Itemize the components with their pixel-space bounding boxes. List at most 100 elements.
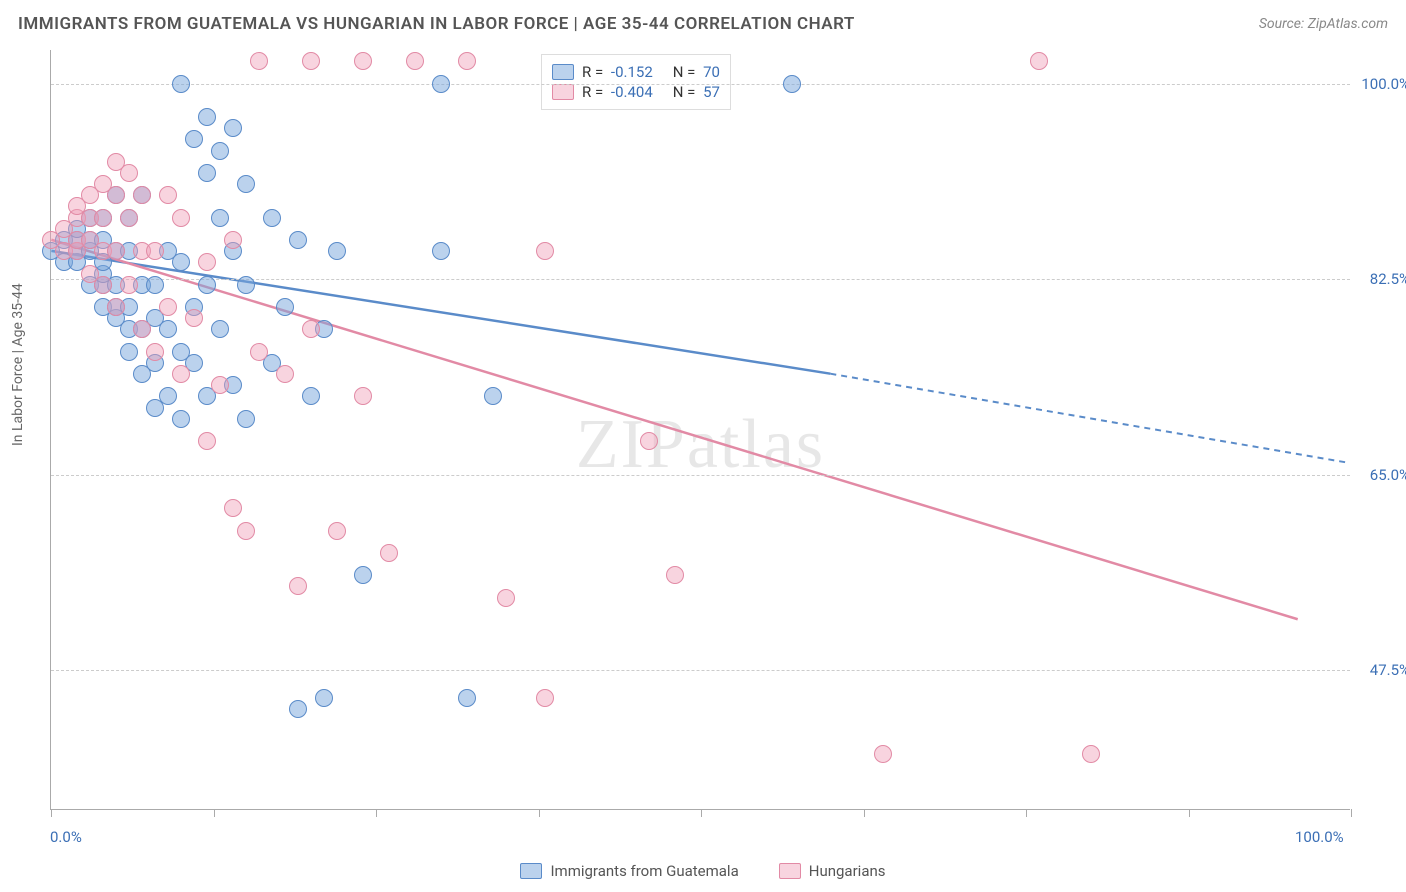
x-tick (1189, 809, 1190, 817)
data-point (120, 209, 138, 227)
x-tick-label: 0.0% (50, 828, 82, 846)
data-point (380, 544, 398, 562)
legend-swatch (552, 64, 574, 80)
data-point (185, 130, 203, 148)
x-tick (539, 809, 540, 817)
data-point (302, 320, 320, 338)
data-point (211, 142, 229, 160)
data-point (172, 253, 190, 271)
data-point (107, 186, 125, 204)
data-point (289, 700, 307, 718)
legend-label: Hungarians (809, 862, 886, 880)
r-stat: R = -0.152 (582, 63, 653, 81)
data-point (198, 276, 216, 294)
data-point (302, 387, 320, 405)
data-point (133, 320, 151, 338)
data-point (159, 387, 177, 405)
data-point (874, 745, 892, 763)
chart-container: IMMIGRANTS FROM GUATEMALA VS HUNGARIAN I… (0, 0, 1406, 892)
x-tick (376, 809, 377, 817)
y-tick-label: 82.5% (1370, 270, 1406, 288)
data-point (783, 75, 801, 93)
data-point (237, 276, 255, 294)
data-point (172, 365, 190, 383)
x-tick (214, 809, 215, 817)
x-tick-label: 100.0% (1295, 828, 1344, 846)
y-tick-label: 100.0% (1361, 75, 1406, 93)
gridline (51, 670, 1350, 671)
data-point (536, 689, 554, 707)
data-point (276, 365, 294, 383)
data-point (172, 75, 190, 93)
data-point (1030, 52, 1048, 70)
legend-label: Immigrants from Guatemala (550, 862, 738, 880)
n-stat: N = 70 (673, 63, 720, 81)
data-point (276, 298, 294, 316)
data-point (237, 522, 255, 540)
data-point (302, 52, 320, 70)
source-label: Source: ZipAtlas.com (1259, 16, 1388, 32)
data-point (198, 432, 216, 450)
data-point (263, 209, 281, 227)
data-point (146, 343, 164, 361)
data-point (211, 209, 229, 227)
data-point (94, 209, 112, 227)
data-point (536, 242, 554, 260)
data-point (159, 298, 177, 316)
data-point (328, 522, 346, 540)
data-point (640, 432, 658, 450)
legend-swatch (520, 863, 542, 879)
data-point (1082, 745, 1100, 763)
legend-item: Immigrants from Guatemala (520, 862, 738, 880)
x-tick (1026, 809, 1027, 817)
data-point (666, 566, 684, 584)
data-point (185, 309, 203, 327)
data-point (237, 410, 255, 428)
data-point (172, 410, 190, 428)
data-point (120, 343, 138, 361)
data-point (432, 75, 450, 93)
data-point (133, 186, 151, 204)
watermark: ZIPatlas (576, 405, 825, 485)
data-point (211, 376, 229, 394)
data-point (107, 298, 125, 316)
data-point (146, 276, 164, 294)
correlation-legend: R = -0.152N = 70R = -0.404N = 57 (541, 54, 731, 110)
data-point (315, 689, 333, 707)
series-legend: Immigrants from Guatemala Hungarians (0, 862, 1406, 880)
data-point (159, 320, 177, 338)
data-point (211, 320, 229, 338)
data-point (484, 387, 502, 405)
data-point (458, 52, 476, 70)
data-point (497, 589, 515, 607)
x-tick (51, 809, 52, 817)
data-point (458, 689, 476, 707)
data-point (224, 119, 242, 137)
data-point (172, 209, 190, 227)
x-tick (1351, 809, 1352, 817)
data-point (198, 164, 216, 182)
r-stat: R = -0.404 (582, 83, 653, 101)
y-tick-label: 65.0% (1370, 466, 1406, 484)
data-point (224, 499, 242, 517)
gridline (51, 84, 1350, 85)
data-point (120, 276, 138, 294)
chart-title: IMMIGRANTS FROM GUATEMALA VS HUNGARIAN I… (18, 14, 855, 34)
plot-area: ZIPatlas R = -0.152N = 70R = -0.404N = 5… (50, 50, 1350, 810)
legend-row: R = -0.152 N = 70 (552, 63, 720, 81)
data-point (354, 52, 372, 70)
data-point (250, 52, 268, 70)
legend-swatch (552, 84, 574, 100)
data-point (250, 343, 268, 361)
x-tick (864, 809, 865, 817)
data-point (237, 175, 255, 193)
data-point (289, 577, 307, 595)
data-point (94, 276, 112, 294)
y-axis-label: In Labor Force | Age 35-44 (10, 283, 26, 446)
gridline (51, 475, 1350, 476)
data-point (224, 231, 242, 249)
data-point (120, 164, 138, 182)
data-point (354, 387, 372, 405)
y-tick-label: 47.5% (1370, 661, 1406, 679)
data-point (406, 52, 424, 70)
